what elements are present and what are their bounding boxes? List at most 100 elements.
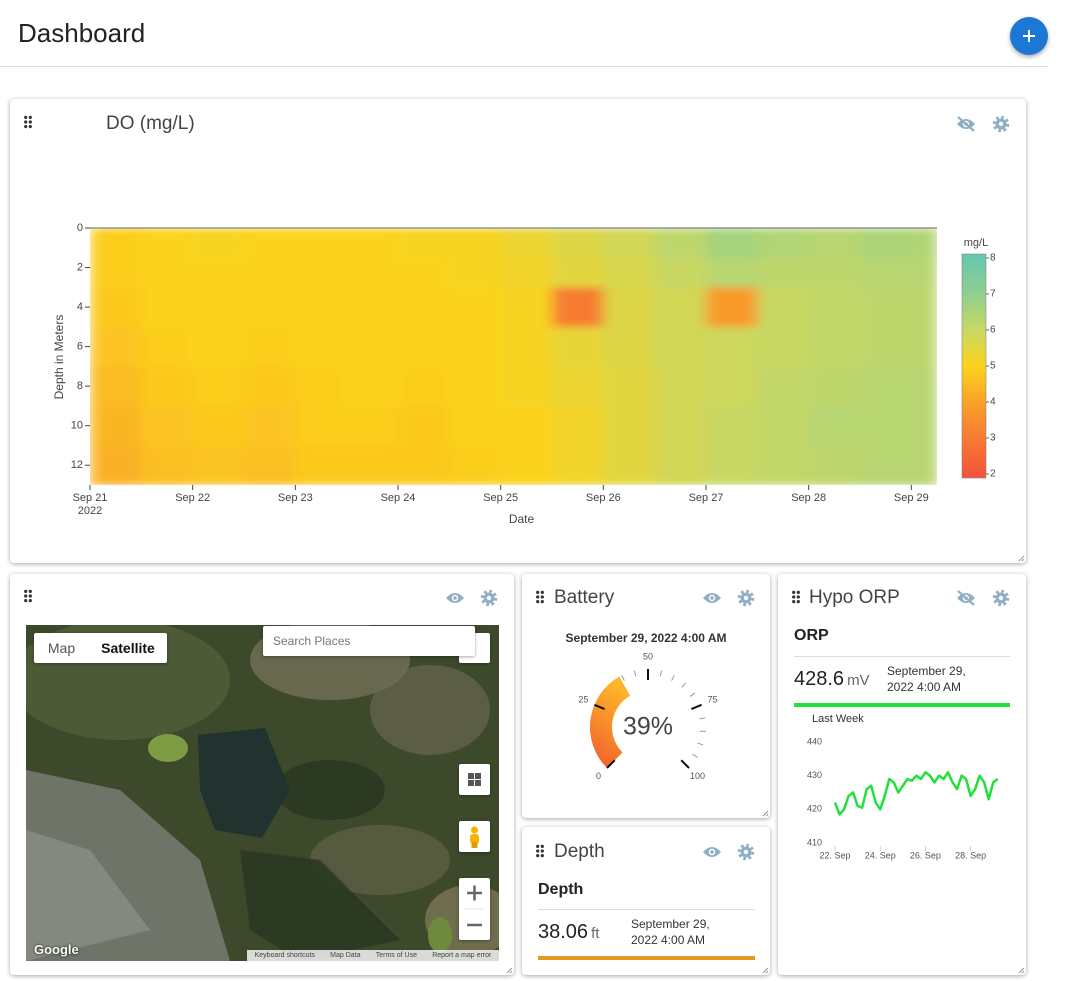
add-widget-button[interactable] — [1010, 17, 1048, 55]
heatmap-cell — [757, 405, 810, 446]
map-clearing — [310, 825, 450, 895]
heatmap-cell — [654, 405, 707, 446]
heatmap-cell — [911, 405, 937, 446]
layers-button[interactable] — [459, 764, 490, 795]
heatmap-cell — [706, 287, 758, 328]
map-footer-link[interactable]: Keyboard shortcuts — [254, 952, 315, 959]
heatmap-cell — [141, 405, 194, 446]
settings-icon[interactable] — [737, 589, 755, 607]
heatmap-cell — [141, 287, 194, 328]
gauge-value-arc — [590, 676, 631, 769]
x-tick-label: Sep 26 — [586, 492, 621, 504]
heatmap-cell — [398, 366, 450, 407]
search-box[interactable]: Search Places — [263, 626, 475, 656]
heatmap-cell — [757, 257, 810, 288]
x-tick-label: Sep 24 — [381, 492, 416, 504]
depth-status-bar — [538, 956, 755, 960]
y-tick-label: 410 — [807, 837, 822, 847]
gauge-value-label: 39% — [623, 713, 673, 741]
heatmap-cell — [757, 287, 810, 328]
heatmap-cell — [398, 257, 450, 288]
settings-icon[interactable] — [992, 115, 1010, 133]
visible-icon[interactable] — [703, 593, 721, 603]
drag-handle-dot — [796, 600, 800, 604]
hidden-icon[interactable] — [957, 590, 975, 606]
sparkline — [833, 771, 999, 816]
zoom-in[interactable] — [467, 885, 482, 901]
settings-icon[interactable] — [480, 589, 498, 607]
x-tick-label: 28. Sep — [955, 850, 986, 860]
orp-unit: mV — [847, 672, 870, 689]
heatmap-cell — [449, 257, 502, 288]
map-logo: Google — [34, 942, 79, 957]
page-title: Dashboard — [18, 18, 146, 48]
gauge-major-tick — [691, 703, 702, 710]
heatmap-cell — [244, 326, 296, 367]
visible-icon[interactable] — [703, 847, 721, 857]
pegman-icon — [470, 826, 479, 848]
drag-handle-dot — [28, 599, 32, 603]
hidden-icon[interactable] — [957, 116, 975, 132]
heatmap-cell — [706, 445, 758, 485]
satellite-tab[interactable]: Satellite — [101, 640, 155, 656]
heatmap-cell — [295, 326, 348, 367]
settings-icon[interactable] — [737, 843, 755, 861]
drag-handle-dot — [28, 125, 32, 129]
y-tick-label: 2 — [77, 261, 83, 273]
settings-icon[interactable] — [992, 589, 1010, 607]
heatmap-cell — [244, 287, 296, 328]
heatmap-cell — [808, 405, 861, 446]
drag-handle-dot — [796, 590, 800, 595]
heatmap-cell — [552, 405, 604, 446]
heatmap-plot — [90, 228, 937, 485]
resize-handle — [1018, 967, 1025, 974]
eye-slash — [957, 590, 975, 606]
heatmap-cell — [911, 366, 937, 407]
depth-heading: Depth — [538, 881, 584, 898]
map-clearing — [370, 665, 490, 755]
pegman-button[interactable] — [459, 821, 490, 852]
heatmap-cell — [449, 287, 502, 328]
gauge-minor-tick — [697, 742, 704, 746]
map-footer-link[interactable]: Report a map error — [432, 952, 492, 959]
gauge-minor-tick — [671, 675, 675, 681]
map-type-control: Map Satellite — [34, 633, 167, 663]
orp-value: 428.6 mV — [794, 668, 870, 691]
gauge-tick-label: 75 — [708, 695, 718, 705]
gauge-minor-tick — [692, 753, 698, 758]
resize-handle — [762, 967, 769, 974]
map-imagery — [26, 625, 499, 961]
heatmap-cell — [860, 445, 912, 485]
gauge-minor-tick — [681, 682, 687, 688]
heatmap-cell — [90, 228, 142, 259]
heatmap-cell — [295, 366, 348, 407]
fab-plus — [1023, 30, 1035, 42]
heatmap-cell — [552, 228, 604, 259]
heatmap-cell — [808, 445, 861, 485]
heatmap-cell — [860, 366, 912, 407]
map-urban — [26, 830, 150, 961]
heatmap-cell — [860, 287, 912, 328]
map-forest — [275, 760, 385, 820]
heatmap-cell — [552, 326, 604, 367]
map-footer-link[interactable]: Map Data — [330, 952, 361, 959]
heatmap-cell — [552, 287, 604, 328]
heatmap-cell — [757, 366, 810, 407]
depth-value: 38.06 ft — [538, 921, 599, 944]
heatmap-cell — [603, 445, 656, 485]
y-tick-label: 8 — [77, 380, 83, 392]
layers-icon — [468, 773, 481, 786]
gauge-tick-label: 0 — [596, 771, 601, 781]
map-footer: Keyboard shortcuts Map Data Terms of Use… — [247, 950, 499, 961]
map-tab[interactable]: Map — [47, 640, 76, 656]
map-footer-link[interactable]: Terms of Use — [375, 952, 417, 959]
x-tick-label: Sep 23 — [278, 492, 313, 504]
x-axis-title: Date — [509, 512, 535, 526]
depth-card — [522, 827, 770, 975]
eye-iris — [710, 596, 714, 600]
visible-icon[interactable] — [446, 593, 464, 603]
colorbar-tick-label: 2 — [990, 469, 996, 480]
heatmap-cell — [706, 228, 758, 259]
drag-handle-dot — [24, 125, 28, 129]
